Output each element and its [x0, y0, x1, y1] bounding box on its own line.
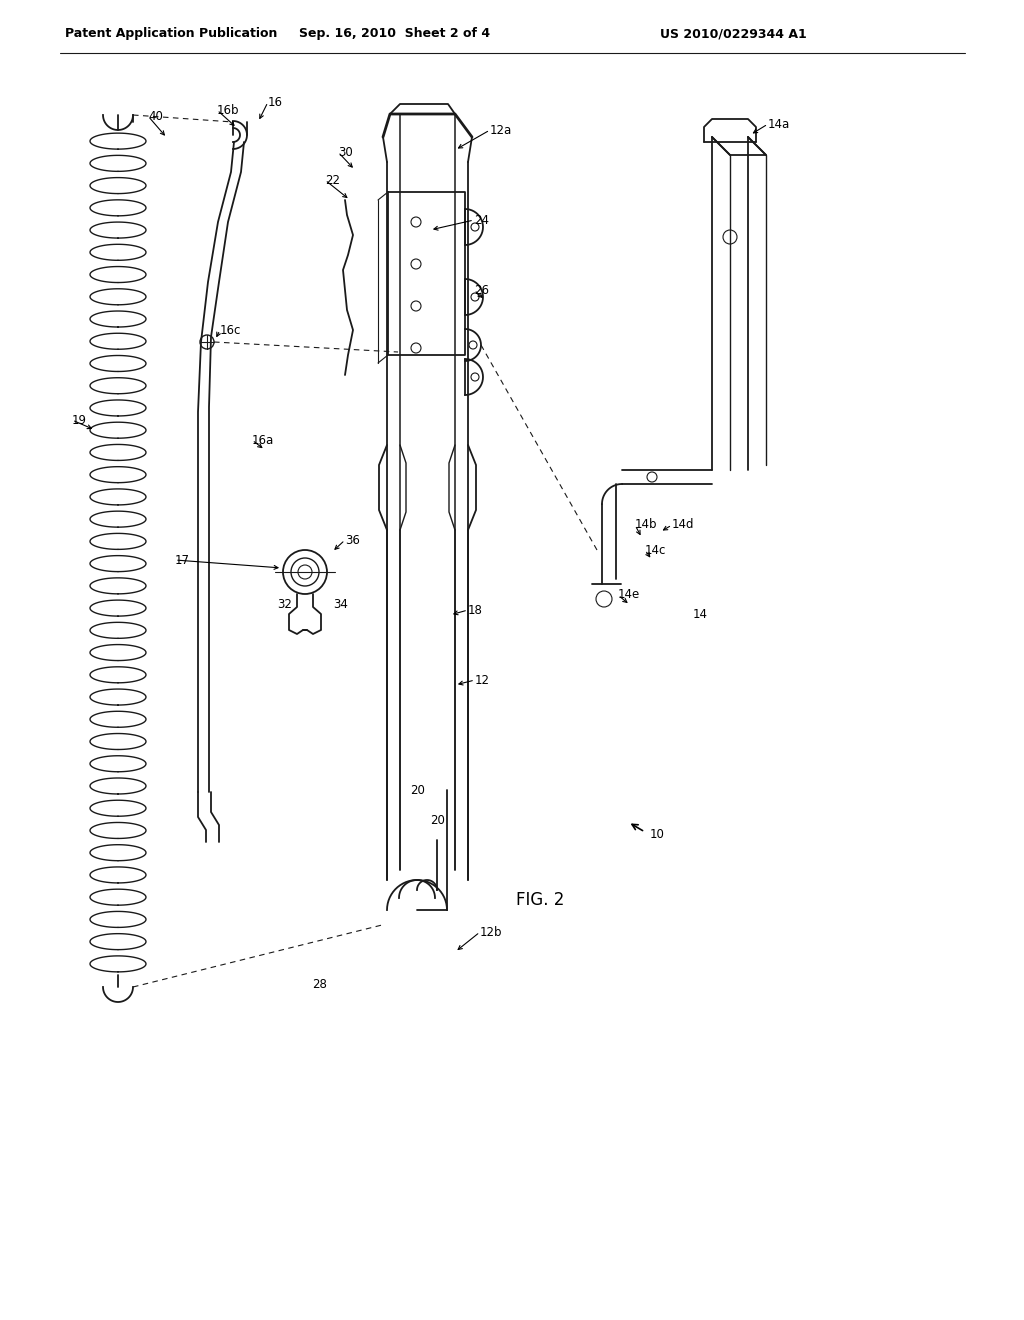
Text: 14b: 14b — [635, 519, 657, 532]
Text: 16b: 16b — [217, 103, 240, 116]
Text: 26: 26 — [474, 284, 489, 297]
Text: FIG. 2: FIG. 2 — [516, 891, 564, 909]
Text: 19: 19 — [72, 413, 87, 426]
Text: 34: 34 — [333, 598, 348, 611]
Text: 14a: 14a — [768, 117, 791, 131]
Text: Sep. 16, 2010  Sheet 2 of 4: Sep. 16, 2010 Sheet 2 of 4 — [299, 28, 490, 41]
Text: 32: 32 — [278, 598, 292, 611]
Text: 14: 14 — [693, 609, 708, 622]
Text: 12: 12 — [475, 673, 490, 686]
Text: 12b: 12b — [480, 925, 503, 939]
Text: US 2010/0229344 A1: US 2010/0229344 A1 — [660, 28, 807, 41]
Text: 14c: 14c — [645, 544, 667, 557]
Text: 20: 20 — [410, 784, 425, 796]
Text: 22: 22 — [325, 173, 340, 186]
Text: 10: 10 — [650, 829, 665, 842]
Text: 36: 36 — [345, 533, 359, 546]
Text: 18: 18 — [468, 603, 483, 616]
Text: 20: 20 — [430, 813, 444, 826]
Text: 16: 16 — [268, 95, 283, 108]
Text: 24: 24 — [474, 214, 489, 227]
Text: 16a: 16a — [252, 433, 274, 446]
Text: Patent Application Publication: Patent Application Publication — [65, 28, 278, 41]
Text: 12a: 12a — [490, 124, 512, 136]
Text: 28: 28 — [312, 978, 327, 991]
Text: 40: 40 — [148, 110, 163, 123]
Text: 16c: 16c — [220, 323, 242, 337]
Text: 14d: 14d — [672, 519, 694, 532]
Text: 14e: 14e — [618, 589, 640, 602]
Text: 30: 30 — [338, 145, 352, 158]
Text: 17: 17 — [175, 553, 190, 566]
